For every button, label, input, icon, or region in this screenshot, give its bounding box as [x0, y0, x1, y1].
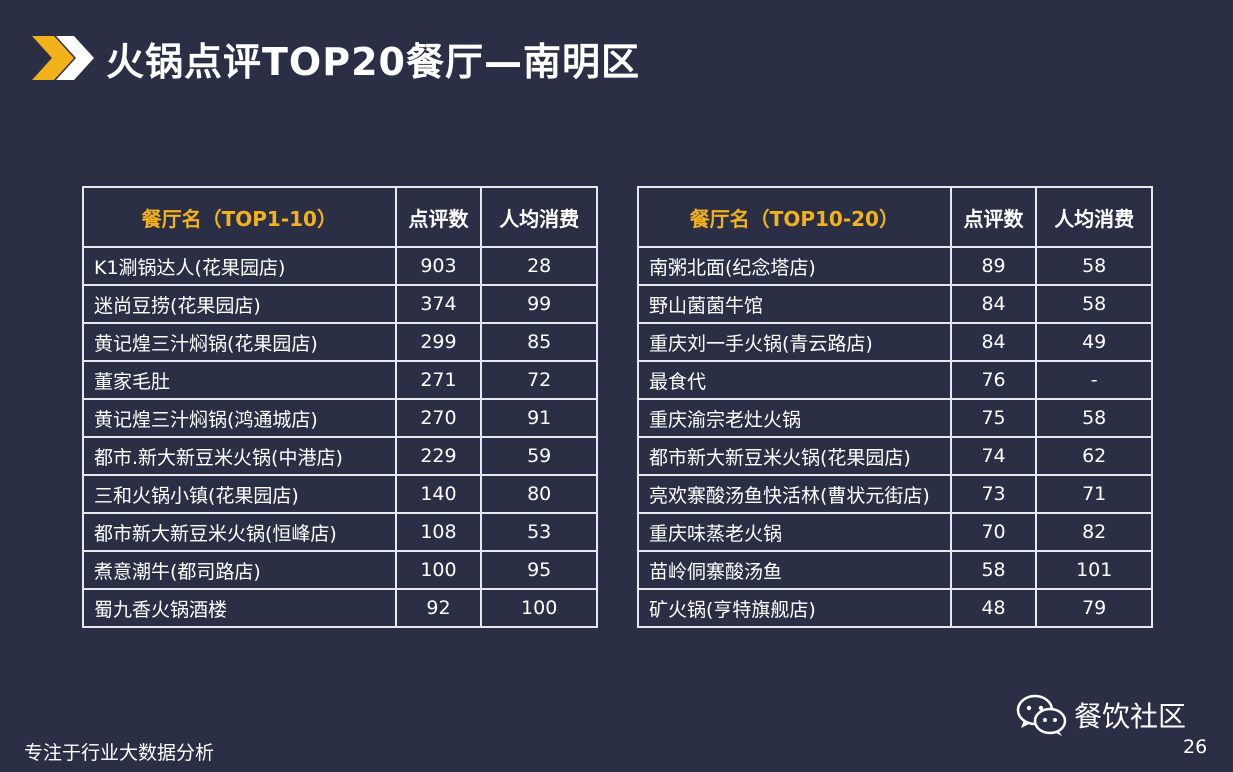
restaurant-name: 蜀九香火锅酒楼 [82, 588, 397, 628]
restaurant-name: 亮欢寨酸汤鱼快活林(曹状元街店) [637, 474, 952, 514]
restaurant-name: 野山菌菌牛馆 [637, 284, 952, 324]
review-count: 58 [949, 550, 1038, 590]
avg-spend: 91 [480, 398, 598, 438]
restaurant-name: 都市新大新豆米火锅(花果园店) [637, 436, 952, 476]
table-header-row: 餐厅名（TOP1-10） 点评数 人均消费 [82, 186, 598, 248]
restaurant-name: 重庆渝宗老灶火锅 [637, 398, 952, 438]
footer-slogan: 专注于行业大数据分析 [24, 742, 215, 764]
restaurant-name: 重庆味蒸老火锅 [637, 512, 952, 552]
page-number: 26 [1183, 736, 1208, 758]
review-count: 108 [394, 512, 483, 552]
table-row: 南粥北面(纪念塔店) 89 58 [637, 246, 1153, 286]
restaurant-name: 矿火锅(亨特旗舰店) [637, 588, 952, 628]
table-header-row: 餐厅名（TOP10-20） 点评数 人均消费 [637, 186, 1153, 248]
double-chevron-icon [32, 36, 94, 80]
table-row: 最食代 76- [637, 360, 1153, 400]
restaurant-name: 重庆刘一手火锅(青云路店) [637, 322, 952, 362]
table-row: 三和火锅小镇(花果园店) 140 80 [82, 474, 598, 514]
restaurant-name: 苗岭侗寨酸汤鱼 [637, 550, 952, 590]
review-count: 75 [949, 398, 1038, 438]
review-count: 270 [394, 398, 483, 438]
brand-watermark: 餐饮社区 [1016, 693, 1186, 737]
column-header-restaurant: 餐厅名（TOP1-10） [82, 186, 397, 248]
column-header-avg-spend: 人均消费 [480, 186, 598, 248]
table-row: 迷尚豆捞(花果园店) 374 99 [82, 284, 598, 324]
restaurant-name: 三和火锅小镇(花果园店) [82, 474, 397, 514]
title-bar: 火锅点评TOP20餐厅—南明区 [30, 30, 640, 86]
table-row: 都市新大新豆米火锅(花果园店) 74 62 [637, 436, 1153, 476]
restaurant-name: 最食代 [637, 360, 952, 400]
restaurant-name: 都市新大新豆米火锅(恒峰店) [82, 512, 397, 552]
review-count: 140 [394, 474, 483, 514]
review-count: 70 [949, 512, 1038, 552]
table-row: 黄记煌三汁焖锅(花果园店) 299 85 [82, 322, 598, 362]
avg-spend: 71 [1035, 474, 1153, 514]
table-row: 都市.新大新豆米火锅(中港店) 229 59 [82, 436, 598, 476]
avg-spend: 58 [1035, 246, 1153, 286]
ranking-table-top10-20: 餐厅名（TOP10-20） 点评数 人均消费 南粥北面(纪念塔店) 89 58 野山… [637, 186, 1153, 628]
table-row: K1涮锅达人(花果园店) 903 28 [82, 246, 598, 286]
table-row: 黄记煌三汁焖锅(鸿通城店) 270 91 [82, 398, 598, 438]
table-row: 都市新大新豆米火锅(恒峰店) 108 53 [82, 512, 598, 552]
avg-spend: 79 [1035, 588, 1153, 628]
avg-spend: 80 [480, 474, 598, 514]
table-row: 蜀九香火锅酒楼 92 100 [82, 588, 598, 628]
table-row: 煮意潮牛(都司路店) 100 95 [82, 550, 598, 590]
table-row: 亮欢寨酸汤鱼快活林(曹状元街店) 73 71 [637, 474, 1153, 514]
avg-spend: 49 [1035, 322, 1153, 362]
review-count: 73 [949, 474, 1038, 514]
avg-spend: 58 [1035, 398, 1153, 438]
column-header-reviews: 点评数 [394, 186, 483, 248]
avg-spend: 58 [1035, 284, 1153, 324]
page-title: 火锅点评TOP20餐厅—南明区 [106, 39, 640, 84]
wechat-icon [1016, 694, 1067, 736]
restaurant-name: 黄记煌三汁焖锅(花果园店) [82, 322, 397, 362]
review-count: 903 [394, 246, 483, 286]
avg-spend: 28 [480, 246, 598, 286]
column-header-reviews: 点评数 [949, 186, 1038, 248]
review-count: 299 [394, 322, 483, 362]
column-header-avg-spend: 人均消费 [1035, 186, 1153, 248]
review-count: 76 [949, 360, 1038, 400]
avg-spend: 72 [480, 360, 598, 400]
table-row: 苗岭侗寨酸汤鱼 58 101 [637, 550, 1153, 590]
restaurant-name: 都市.新大新豆米火锅(中港店) [82, 436, 397, 476]
avg-spend: 101 [1035, 550, 1153, 590]
restaurant-name: 煮意潮牛(都司路店) [82, 550, 397, 590]
avg-spend: 53 [480, 512, 598, 552]
review-count: 48 [949, 588, 1038, 628]
brand-name: 餐饮社区 [1074, 700, 1187, 733]
table-row: 重庆渝宗老灶火锅 75 58 [637, 398, 1153, 438]
review-count: 84 [949, 284, 1038, 324]
table-row: 重庆刘一手火锅(青云路店) 84 49 [637, 322, 1153, 362]
table-row: 重庆味蒸老火锅 70 82 [637, 512, 1153, 552]
review-count: 92 [394, 588, 483, 628]
restaurant-name: 迷尚豆捞(花果园店) [82, 284, 397, 324]
review-count: 74 [949, 436, 1038, 476]
restaurant-name: K1涮锅达人(花果园店) [82, 246, 397, 286]
review-count: 271 [394, 360, 483, 400]
avg-spend: 95 [480, 550, 598, 590]
review-count: 374 [394, 284, 483, 324]
restaurant-name: 黄记煌三汁焖锅(鸿通城店) [82, 398, 397, 438]
avg-spend: - [1035, 360, 1153, 400]
review-count: 89 [949, 246, 1038, 286]
review-count: 229 [394, 436, 483, 476]
avg-spend: 85 [480, 322, 598, 362]
review-count: 84 [949, 322, 1038, 362]
avg-spend: 59 [480, 436, 598, 476]
restaurant-name: 南粥北面(纪念塔店) [637, 246, 952, 286]
avg-spend: 99 [480, 284, 598, 324]
review-count: 100 [394, 550, 483, 590]
column-header-restaurant: 餐厅名（TOP10-20） [637, 186, 952, 248]
avg-spend: 62 [1035, 436, 1153, 476]
table-row: 野山菌菌牛馆 84 58 [637, 284, 1153, 324]
avg-spend: 82 [1035, 512, 1153, 552]
avg-spend: 100 [480, 588, 598, 628]
restaurant-name: 董家毛肚 [82, 360, 397, 400]
table-row: 董家毛肚 271 72 [82, 360, 598, 400]
ranking-table-top1-10: 餐厅名（TOP1-10） 点评数 人均消费 K1涮锅达人(花果园店) 903 28 … [82, 186, 598, 628]
table-row: 矿火锅(亨特旗舰店) 48 79 [637, 588, 1153, 628]
